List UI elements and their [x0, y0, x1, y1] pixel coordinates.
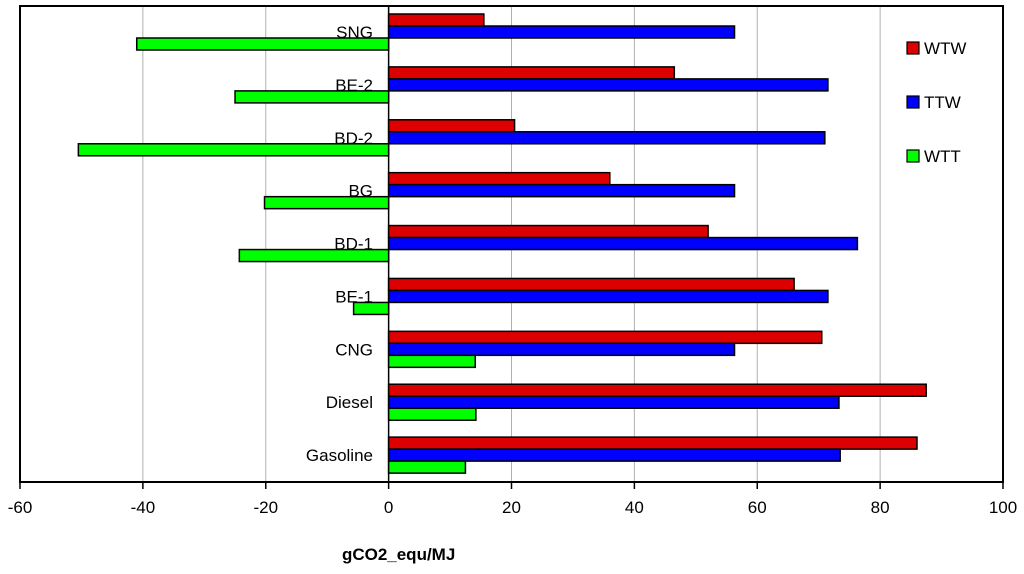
x-tick-label: 100 [989, 498, 1017, 517]
bar-wtw-sng [387, 13, 485, 27]
category-labels: Gasoline Diesel CNG BE-1 BD-1 BG BD-2 BE-2 SNG [306, 23, 373, 465]
bar-wtw-bg [387, 171, 611, 186]
bars [77, 13, 927, 474]
bar-wtw-cng [387, 330, 823, 345]
legend: WTW TTW WTT [906, 39, 966, 166]
x-axis-title: gCO2_equ/MJ [342, 545, 455, 564]
bar-ttw-bd-1 [387, 236, 859, 251]
legend-swatch-wtw [906, 41, 920, 55]
x-tick-label: 60 [748, 498, 767, 517]
bar-wtt-be-2 [234, 90, 390, 104]
category-label: Diesel [326, 393, 373, 412]
category-label: Gasoline [306, 446, 373, 465]
x-tick-label: 40 [625, 498, 644, 517]
bar-wtt-be-1 [352, 301, 390, 316]
legend-label: TTW [924, 93, 961, 112]
bar-wtw-gasoline [387, 436, 918, 450]
x-tick-label: -20 [253, 498, 278, 517]
bar-wtt-sng [135, 37, 390, 51]
x-axis-ticks: -60 -40 -20 0 20 40 60 80 100 [8, 482, 1017, 517]
bar-wtt-bd-1 [238, 248, 390, 263]
bar-wtt-diesel [387, 407, 477, 421]
x-tick-label: -60 [8, 498, 33, 517]
bar-wtw-diesel [387, 383, 927, 397]
bar-ttw-cng [387, 342, 736, 357]
bar-wtw-bd-1 [387, 224, 709, 239]
bar-wtw-bd-2 [387, 119, 516, 133]
legend-swatch-ttw [906, 95, 920, 109]
legend-swatch-wtt [906, 149, 920, 163]
bar-wtt-bd-2 [77, 143, 390, 157]
category-label: BD-1 [334, 235, 373, 254]
x-tick-label: 20 [502, 498, 521, 517]
bar-ttw-sng [387, 25, 736, 39]
x-tick-label: 80 [871, 498, 890, 517]
bar-ttw-bd-2 [387, 131, 826, 145]
legend-label: WTT [924, 147, 961, 166]
category-label: BD-2 [334, 129, 373, 148]
x-tick-label: 0 [384, 498, 393, 517]
bar-ttw-be-2 [387, 78, 829, 92]
bar-wtt-gasoline [387, 460, 467, 474]
bar-wtw-be-1 [387, 277, 795, 292]
category-label: BE-2 [335, 76, 373, 95]
bar-wtt-bg [263, 195, 390, 210]
bar-wtt-cng [387, 354, 477, 369]
bar-ttw-gasoline [387, 448, 841, 462]
category-label: BG [348, 182, 373, 201]
bar-ttw-diesel [387, 395, 840, 409]
category-label: SNG [336, 23, 373, 42]
legend-label: WTW [924, 39, 966, 58]
bar-wtw-be-2 [387, 66, 676, 80]
x-tick-label: -40 [131, 498, 156, 517]
category-label: CNG [335, 340, 373, 359]
bar-ttw-bg [387, 183, 736, 198]
category-label: BE-1 [335, 287, 373, 306]
bar-ttw-be-1 [387, 289, 829, 304]
